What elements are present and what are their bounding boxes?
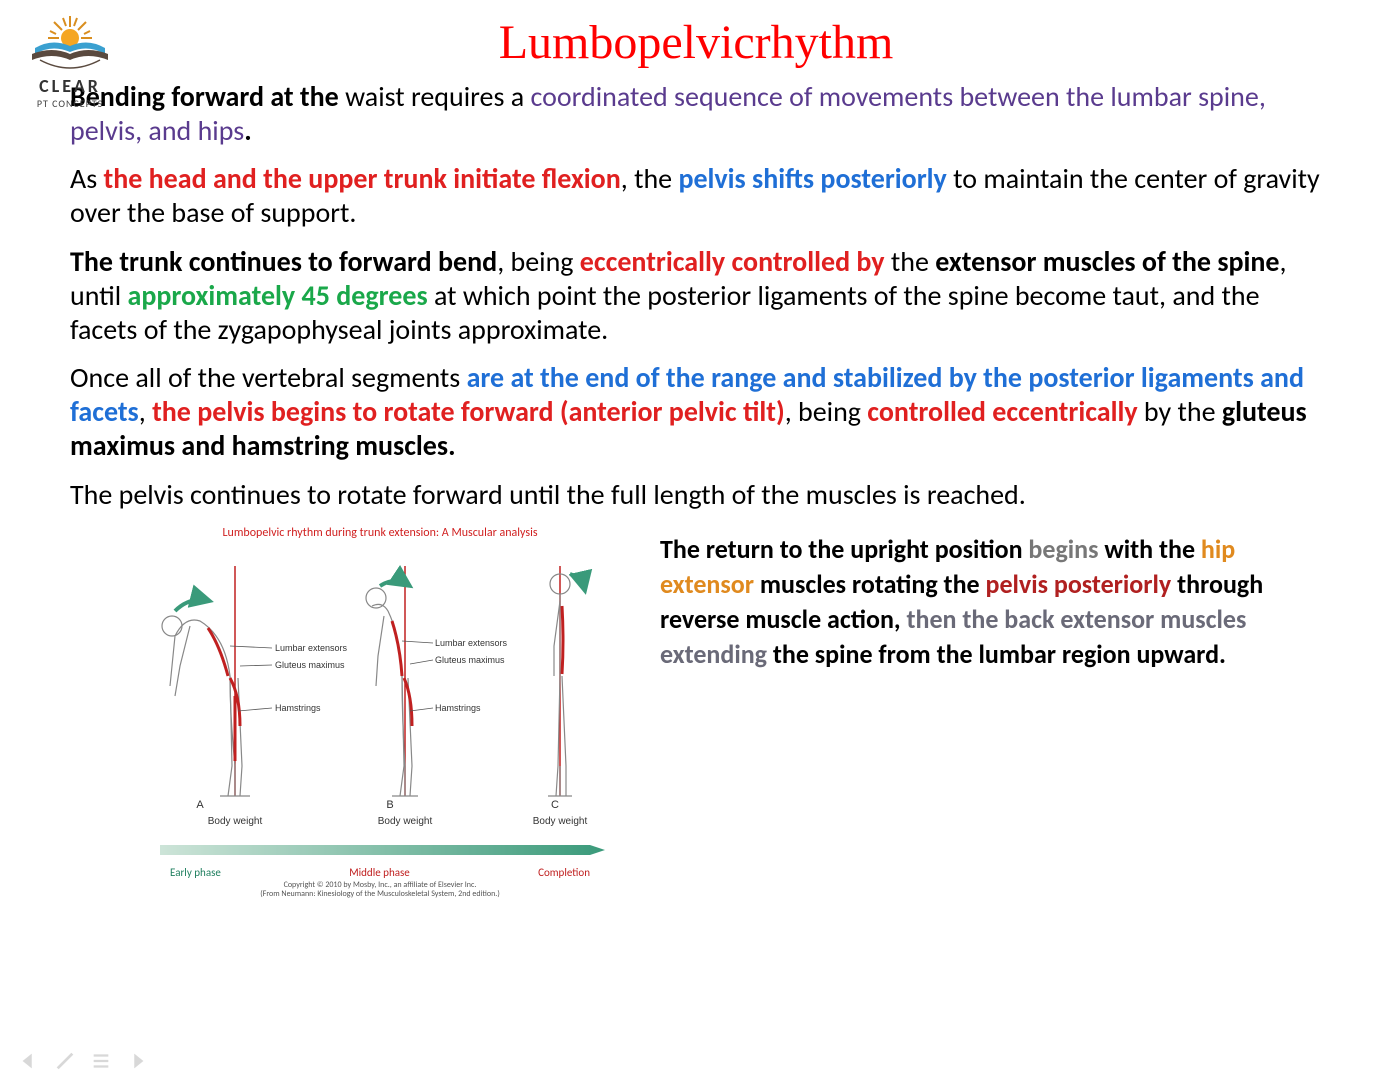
p4-red1: the pelvis begins to rotate forward (ant… — [152, 394, 785, 429]
p1-s5: . — [244, 113, 251, 148]
label-bw-b: Body weight — [378, 816, 433, 827]
diagram: Lumbopelvic rhythm during trunk extensio… — [140, 526, 620, 899]
r-s5: muscles rotating the — [754, 568, 986, 600]
r-s6: pelvis posteriorly — [986, 568, 1178, 600]
phase-middle: Middle phase — [349, 866, 410, 879]
p4-s3: , — [139, 394, 152, 429]
p3-red: eccentrically controlled by — [580, 244, 885, 279]
label-bw-a: Body weight — [208, 816, 263, 827]
phase-early: Early phase — [170, 866, 221, 879]
bottom-row: Lumbopelvic rhythm during trunk extensio… — [0, 526, 1392, 899]
r-s9: the spine from the lumbar region upward. — [767, 638, 1226, 670]
r-s2: begins — [1028, 533, 1098, 565]
p4-s9: . — [448, 428, 455, 463]
p2-s1: As — [70, 161, 103, 196]
label-gluteus-b: Gluteus maximus — [435, 655, 505, 665]
page-title: Lumbopelvicrhythm — [0, 10, 1392, 70]
p4-s1: Once all of the vertebral segments — [70, 360, 467, 395]
label-lumbar-a: Lumbar extensors — [275, 643, 348, 653]
p1-s3: waist requires a — [339, 79, 524, 114]
body-content: Bending forward at the waist requires a … — [0, 80, 1392, 512]
phase-completion: Completion — [538, 866, 590, 879]
r-s1: The return to the upright position — [660, 533, 1028, 565]
paragraph-3: The trunk continues to forward bend, bei… — [70, 245, 1332, 347]
phase-labels: Early phase Middle phase Completion — [140, 866, 620, 879]
label-hamstrings-b: Hamstrings — [435, 703, 481, 713]
logo-text-sub: PT CONCEPTS — [15, 97, 125, 110]
p4-red2: controlled eccentrically — [867, 394, 1137, 429]
label-hamstrings-a: Hamstrings — [275, 703, 321, 713]
p5-s1: The pelvis continues to rotate forward u… — [70, 477, 1026, 512]
label-C: C — [551, 799, 559, 811]
p2-red: the head and the upper trunk initiate fl… — [103, 161, 620, 196]
logo: CLEAR PT CONCEPTS — [15, 10, 125, 110]
label-lumbar-b: Lumbar extensors — [435, 638, 508, 648]
p3-s4: the — [885, 244, 936, 279]
next-icon[interactable] — [126, 1050, 148, 1072]
label-bw-c: Body weight — [533, 816, 588, 827]
paragraph-2: As the head and the upper trunk initiate… — [70, 162, 1332, 230]
prev-icon[interactable] — [18, 1050, 40, 1072]
label-A: A — [196, 799, 204, 811]
menu-icon[interactable] — [90, 1050, 112, 1072]
r-s3: with the — [1099, 533, 1201, 565]
p1-s2: at the — [264, 79, 339, 114]
p3-s5: extensor muscles of the spine — [935, 244, 1279, 279]
p2-blue: pelvis shifts posteriorly — [678, 161, 946, 196]
paragraph-5: The pelvis continues to rotate forward u… — [70, 478, 1332, 512]
diagram-title: Lumbopelvic rhythm during trunk extensio… — [140, 526, 620, 540]
return-paragraph: The return to the upright position begin… — [660, 526, 1352, 672]
p4-s5: , being — [785, 394, 868, 429]
paragraph-1: Bending forward at the waist requires a … — [70, 80, 1332, 148]
label-B: B — [386, 799, 393, 811]
phase-bar — [140, 841, 620, 859]
p3-green: approximately 45 degrees — [128, 278, 428, 313]
p3-s2: , being — [497, 244, 580, 279]
p4-s7: by the — [1138, 394, 1222, 429]
p2-s3: , the — [621, 161, 679, 196]
logo-graphic — [20, 10, 120, 70]
paragraph-4: Once all of the vertebral segments are a… — [70, 361, 1332, 463]
diagram-svg: Lumbar extensors Gluteus maximus Hamstri… — [140, 546, 620, 836]
p3-s1: The trunk continues to forward bend — [70, 244, 497, 279]
diagram-copyright: Copyright © 2010 by Mosby, Inc., an affi… — [140, 881, 620, 899]
pen-icon[interactable] — [54, 1050, 76, 1072]
logo-text-main: CLEAR — [15, 75, 125, 97]
slide-nav — [18, 1050, 148, 1072]
label-gluteus-a: Gluteus maximus — [275, 660, 345, 670]
